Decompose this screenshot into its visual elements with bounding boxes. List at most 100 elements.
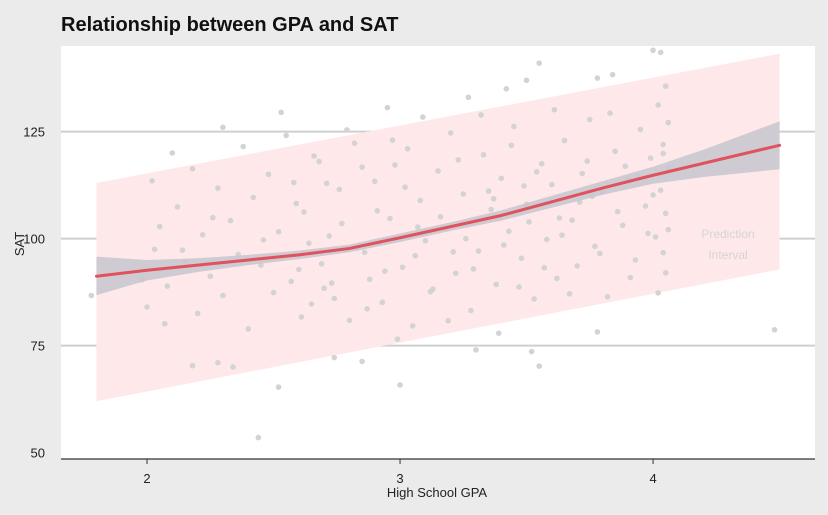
x-tick-label: 2	[143, 471, 150, 486]
data-point	[366, 276, 373, 283]
data-point	[161, 320, 168, 327]
y-tick-label: 50	[31, 446, 45, 461]
data-point	[422, 237, 429, 244]
data-point	[240, 143, 246, 150]
data-point	[430, 286, 436, 292]
data-point	[361, 249, 368, 256]
data-point	[536, 363, 543, 369]
data-point	[414, 224, 421, 230]
data-point	[647, 155, 654, 161]
data-point	[215, 185, 221, 191]
data-point	[526, 219, 532, 225]
data-point	[470, 266, 477, 272]
data-point	[265, 171, 272, 178]
data-point	[351, 140, 358, 146]
data-point	[250, 194, 257, 201]
data-point	[614, 208, 621, 215]
data-point	[316, 158, 322, 165]
data-point	[318, 261, 325, 267]
data-point	[189, 166, 196, 172]
data-point	[592, 243, 598, 250]
y-tick-label: 75	[31, 339, 45, 354]
data-point	[655, 102, 661, 108]
data-point	[156, 223, 163, 230]
data-point	[371, 178, 378, 185]
data-point	[151, 246, 158, 253]
data-point	[331, 354, 338, 361]
data-point	[503, 85, 510, 92]
data-point	[485, 188, 492, 194]
data-point	[144, 304, 150, 310]
data-point	[465, 94, 472, 101]
data-point	[298, 314, 305, 320]
data-point	[445, 317, 451, 324]
data-point	[538, 160, 545, 167]
data-point	[227, 217, 234, 224]
data-point	[632, 257, 639, 263]
data-point	[339, 220, 345, 227]
data-point	[215, 359, 221, 366]
data-point	[642, 203, 649, 209]
data-point	[199, 231, 206, 238]
data-point	[655, 290, 661, 296]
data-point	[627, 274, 634, 281]
data-point	[488, 206, 494, 213]
data-point	[566, 291, 573, 297]
data-point	[561, 137, 568, 144]
data-point	[437, 213, 444, 220]
data-point	[531, 296, 537, 302]
chart-title: Relationship between GPA and SAT	[61, 14, 399, 36]
data-point	[622, 163, 629, 170]
data-point	[587, 116, 593, 123]
data-point	[331, 295, 338, 302]
data-point	[506, 228, 512, 235]
data-point	[88, 292, 95, 299]
data-point	[344, 127, 350, 133]
data-point	[521, 183, 527, 189]
data-point	[308, 301, 315, 307]
data-point	[660, 249, 666, 256]
data-point	[508, 142, 515, 149]
data-point	[174, 204, 181, 210]
data-point	[417, 197, 424, 204]
data-point	[541, 264, 548, 271]
data-point	[495, 330, 502, 336]
data-point	[328, 280, 335, 286]
data-point	[382, 268, 388, 274]
data-point	[498, 175, 505, 182]
data-point	[220, 292, 226, 299]
data-point	[164, 283, 171, 289]
x-tick-label: 4	[649, 471, 656, 486]
data-point	[574, 263, 580, 269]
data-point	[404, 145, 411, 152]
data-point	[189, 362, 196, 369]
data-point	[399, 264, 406, 271]
data-point	[179, 247, 186, 253]
y-axis-title: SAT	[12, 232, 27, 256]
data-point	[275, 228, 282, 235]
data-point	[528, 348, 535, 355]
data-point	[657, 49, 664, 56]
data-point	[533, 169, 540, 175]
data-point	[409, 323, 416, 329]
data-point	[771, 326, 778, 333]
data-point	[220, 124, 226, 131]
data-point	[597, 250, 603, 257]
data-point	[478, 112, 484, 118]
data-point	[379, 299, 386, 306]
data-point	[609, 71, 616, 78]
data-point	[536, 60, 543, 66]
data-point	[455, 157, 462, 163]
data-point	[473, 347, 479, 353]
data-point	[549, 181, 555, 188]
data-point	[149, 178, 155, 184]
data-point	[336, 186, 343, 193]
data-point	[169, 150, 176, 156]
data-point	[665, 226, 672, 233]
data-point	[460, 191, 467, 197]
prediction-interval-label-line2: Interval	[708, 248, 747, 262]
data-point	[493, 281, 499, 288]
data-point	[480, 151, 487, 158]
data-point	[551, 106, 558, 113]
